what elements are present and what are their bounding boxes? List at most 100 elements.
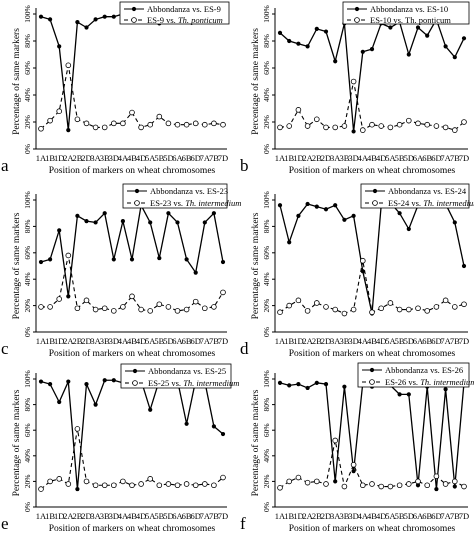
y-tick-label: 20%	[23, 115, 32, 129]
y-tick-label: 100%	[262, 370, 271, 388]
legend: Abbondanza vs. ES-9ES-9 vs. Th. ponticum	[119, 1, 230, 25]
data-point	[184, 421, 189, 426]
data-point	[75, 213, 80, 218]
y-axis-title: Percentage of same markers	[11, 28, 22, 135]
x-tick-label: 1B	[45, 511, 55, 521]
data-point	[56, 476, 62, 482]
x-tick-label: 6B	[422, 511, 432, 521]
x-tick-label: 3A	[330, 336, 341, 346]
x-tick-label: 4A	[358, 336, 369, 346]
y-tick-label: 60%	[262, 61, 271, 75]
x-tick-label: 2D	[321, 336, 331, 346]
data-point	[443, 387, 448, 392]
data-point	[220, 289, 226, 296]
data-point	[359, 127, 366, 133]
x-tick-label: 3D	[109, 336, 119, 346]
legend-box	[357, 362, 470, 388]
x-tick-label: 5D	[404, 511, 414, 521]
legend: Abbondanza vs. ES-24 ES-24 vs. Th. interm…	[360, 183, 474, 209]
data-point	[183, 306, 190, 313]
data-point	[434, 486, 439, 492]
data-point	[388, 25, 393, 30]
panel-label: c	[1, 339, 9, 358]
y-tick-label: 0%	[262, 327, 271, 337]
x-tick-label: 7A	[200, 153, 211, 163]
data-point	[192, 120, 199, 127]
data-point	[451, 304, 458, 310]
data-point	[277, 380, 283, 385]
x-tick-label: 2B	[312, 336, 322, 346]
y-tick-label: 0%	[23, 327, 32, 337]
x-tick-label: 5D	[404, 153, 414, 163]
x-tick-label: 7B	[209, 511, 219, 521]
data-point	[350, 461, 357, 468]
data-point	[220, 259, 226, 265]
x-tick-label: 2A	[63, 511, 74, 521]
x-tick-label: 6B	[182, 511, 192, 521]
data-point	[452, 484, 457, 489]
x-tick-label: 5B	[395, 153, 405, 163]
data-point	[397, 211, 402, 216]
data-point	[323, 207, 329, 212]
data-point	[305, 201, 310, 207]
legend-marker	[369, 379, 375, 385]
data-point	[83, 120, 90, 127]
x-tick-label: 1A	[275, 511, 286, 521]
data-point	[378, 305, 385, 312]
x-tick-label: 1A	[36, 153, 47, 163]
x-tick-label: 4D	[136, 336, 146, 346]
data-point	[323, 124, 329, 131]
data-point	[74, 116, 81, 123]
x-tick-label: 6B	[422, 336, 432, 346]
legend-entry-2: ES-24 vs. Th. intermedium	[388, 198, 474, 208]
x-tick-label: 7A	[200, 336, 211, 346]
data-point	[369, 309, 375, 316]
data-point	[287, 240, 292, 245]
x-tick-label: 1B	[45, 153, 55, 163]
data-point	[38, 259, 44, 265]
x-tick-label: 1B	[284, 153, 294, 163]
x-tick-label: 3B	[339, 153, 349, 163]
data-point	[369, 481, 375, 487]
data-point	[360, 49, 365, 54]
y-axis-title: Percentage of same markers	[11, 389, 22, 496]
data-point	[165, 481, 172, 487]
data-point	[211, 482, 217, 489]
data-point	[296, 382, 301, 387]
x-tick-label: 6B	[182, 336, 192, 346]
legend-marker	[134, 188, 140, 194]
data-point	[405, 306, 412, 313]
data-point	[174, 482, 181, 489]
chart-panel-c: 0% 20% 40% 60% 80% 100%Percentage of same mar…	[1, 183, 241, 359]
x-tick-label: 4D	[136, 153, 146, 163]
data-point	[138, 124, 144, 131]
y-tick-label: 100%	[23, 191, 32, 209]
y-tick-label: 40%	[262, 449, 271, 463]
legend-marker	[134, 200, 140, 206]
x-tick-label: 5A	[145, 153, 156, 163]
data-point	[93, 17, 98, 22]
data-point	[314, 204, 319, 209]
data-point	[129, 293, 135, 300]
data-point	[156, 113, 163, 120]
data-point	[415, 478, 421, 485]
data-point	[147, 308, 154, 314]
y-tick-label: 80%	[262, 34, 271, 48]
x-tick-label: 5D	[163, 336, 173, 346]
data-point	[75, 20, 80, 25]
data-point	[314, 26, 319, 31]
x-tick-label: 7D	[459, 153, 469, 163]
x-tick-label: 3B	[339, 336, 349, 346]
x-tick-label: 4A	[358, 511, 369, 521]
data-point	[424, 308, 431, 314]
x-tick-label: 6B	[182, 153, 192, 163]
chart-panel-b: 0% 20% 40% 60% 80% 100%Percentage of same mar…	[240, 1, 470, 176]
data-point	[341, 310, 348, 317]
legend-box	[360, 183, 470, 209]
data-point	[323, 304, 329, 310]
x-tick-label: 3A	[330, 153, 341, 163]
data-point	[378, 483, 385, 490]
y-tick-label: 80%	[23, 34, 32, 48]
data-point	[38, 486, 44, 492]
legend-box	[122, 183, 228, 209]
